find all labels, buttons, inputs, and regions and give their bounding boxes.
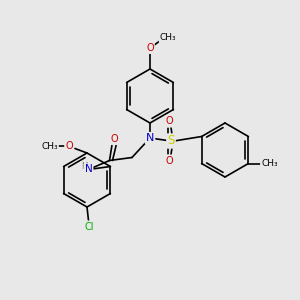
Text: O: O	[110, 134, 118, 144]
Text: CH₃: CH₃	[261, 159, 278, 168]
Text: N: N	[146, 133, 154, 143]
Text: O: O	[165, 155, 173, 166]
Text: CH₃: CH₃	[160, 33, 176, 42]
Text: CH₃: CH₃	[41, 142, 58, 151]
Text: N: N	[85, 164, 92, 175]
Text: H: H	[81, 162, 87, 171]
Text: O: O	[146, 43, 154, 53]
Text: Cl: Cl	[84, 221, 94, 232]
Text: O: O	[65, 141, 73, 152]
Text: O: O	[165, 116, 173, 127]
Text: S: S	[167, 134, 175, 148]
